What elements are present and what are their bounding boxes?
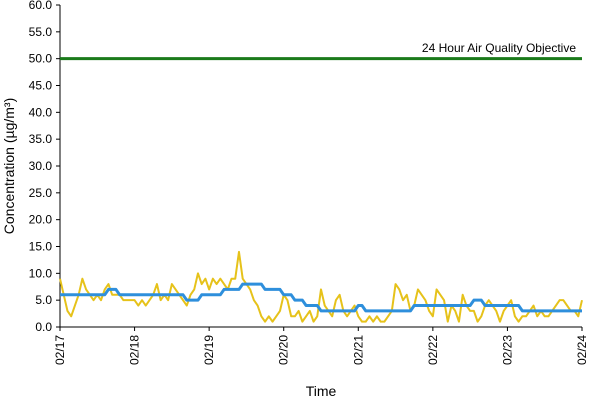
y-tick-label: 10.0 <box>29 266 53 280</box>
x-tick-label: 02/20 <box>277 335 291 365</box>
y-tick-label: 60.0 <box>29 0 53 12</box>
y-tick-label: 40.0 <box>29 105 53 119</box>
data-series <box>59 250 583 323</box>
x-tick-label: 02/23 <box>500 335 514 365</box>
y-tick-label: 45.0 <box>29 79 53 93</box>
x-tick-label: 02/18 <box>128 335 142 365</box>
x-tick-label: 02/17 <box>53 335 67 365</box>
y-tick-label: 50.0 <box>29 52 53 66</box>
y-axis-title: Concentration (µg/m³) <box>1 98 17 234</box>
y-tick-label: 5.0 <box>35 293 52 307</box>
y-tick-label: 25.0 <box>29 186 53 200</box>
x-tick-label: 02/19 <box>202 335 216 365</box>
x-axis-tick-labels: 02/17 02/18 02/19 02/20 02/21 02/22 02/23 02/24 <box>53 327 589 365</box>
x-tick-label: 02/22 <box>426 335 440 365</box>
rolling-average-line <box>60 282 582 313</box>
y-tick-label: 55.0 <box>29 25 53 39</box>
y-tick-label: 0.0 <box>35 320 52 334</box>
y-tick-label: 15.0 <box>29 240 53 254</box>
y-tick-label: 20.0 <box>29 213 53 227</box>
hourly-concentration-line <box>59 250 583 323</box>
y-axis-tick-labels: 0.0 5.0 10.0 15.0 20.0 25.0 30.0 35.0 40.0 45.0 50… <box>29 0 60 334</box>
x-axis-title: Time <box>306 383 337 399</box>
x-tick-label: 02/21 <box>351 335 365 365</box>
x-tick-label: 02/24 <box>575 335 589 365</box>
y-tick-label: 30.0 <box>29 159 53 173</box>
y-tick-label: 35.0 <box>29 132 53 146</box>
air-quality-objective-label: 24 Hour Air Quality Objective <box>422 41 576 55</box>
